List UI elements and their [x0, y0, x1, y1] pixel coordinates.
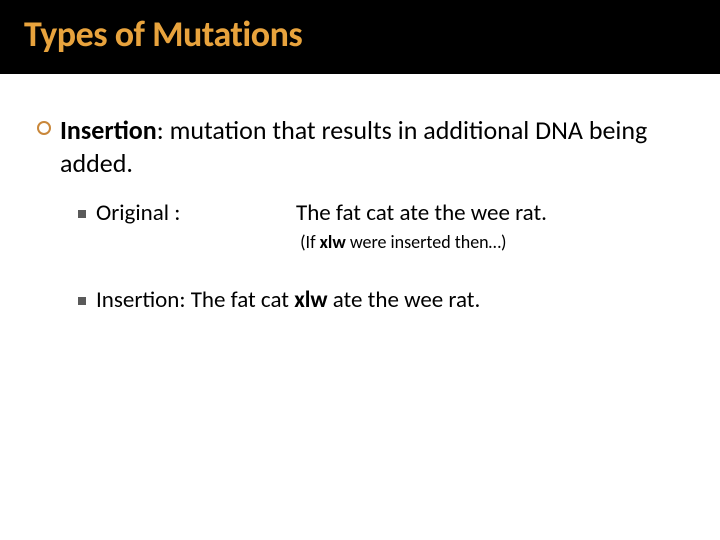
square-bullet-icon [78, 210, 86, 218]
circle-bullet-icon [36, 120, 52, 136]
paren-line: (If xlw were inserted then…) [96, 231, 684, 254]
insertion-bold: xlw [294, 286, 327, 314]
square-bullet-icon [78, 297, 86, 305]
paren-prefix: (If [300, 231, 320, 253]
page-title: Types of Mutations [24, 12, 696, 56]
original-label: Original : [96, 199, 296, 229]
sub-bullet-list: Original : The fat cat ate the wee rat. … [36, 199, 684, 316]
original-sentence: The fat cat ate the wee rat. [296, 199, 684, 229]
spacer [78, 258, 684, 286]
insertion-suffix: ate the wee rat. [328, 286, 481, 314]
slide-content: Insertion: mutation that results in addi… [0, 74, 720, 316]
main-bullet-text: Insertion: mutation that results in addi… [60, 114, 684, 179]
insertion-prefix: Insertion: The fat cat [96, 286, 294, 314]
sub-bullet-insertion: Insertion: The fat cat xlw ate the wee r… [78, 286, 684, 316]
original-example-block: Original : The fat cat ate the wee rat. … [96, 199, 684, 254]
sub-bullet-original: Original : The fat cat ate the wee rat. … [78, 199, 684, 254]
paren-bold: xlw [320, 231, 346, 253]
paren-suffix: were inserted then…) [346, 231, 507, 253]
main-bullet-row: Insertion: mutation that results in addi… [36, 114, 684, 179]
insertion-example-text: Insertion: The fat cat xlw ate the wee r… [96, 286, 480, 316]
insertion-label: Insertion [60, 114, 157, 146]
original-line: Original : The fat cat ate the wee rat. [96, 199, 684, 229]
header-bar: Types of Mutations [0, 0, 720, 74]
